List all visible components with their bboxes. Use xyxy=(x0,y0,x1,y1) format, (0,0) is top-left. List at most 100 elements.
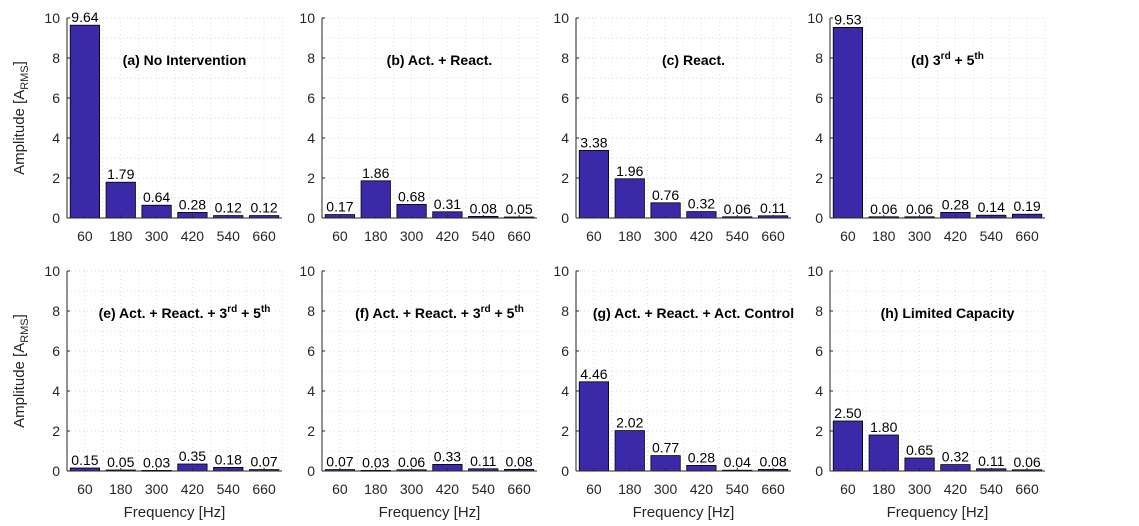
bar-180 xyxy=(614,178,645,219)
y-tick-label: 10 xyxy=(807,263,823,279)
x-tick-label: 180 xyxy=(109,228,133,244)
y-label-text: Amplitude [A xyxy=(11,90,28,175)
subplot-f: 0.07 0.03 0.06 0.33 0.11 0.08 0 2 4 6 8 10 60 180 300 4… xyxy=(299,263,538,521)
y-tick-label: 10 xyxy=(299,10,315,26)
data-label: 3.38 xyxy=(580,134,607,150)
data-label: 0.03 xyxy=(362,454,389,470)
data-label: 0.35 xyxy=(179,448,206,464)
y-tick-label: 0 xyxy=(307,210,315,226)
x-tick-label: 300 xyxy=(400,481,424,497)
y-tick-label: 4 xyxy=(815,383,823,399)
data-label: 1.96 xyxy=(616,163,643,179)
x-tick-label: 300 xyxy=(145,481,169,497)
data-label: 0.17 xyxy=(326,199,353,215)
y-tick-label: 10 xyxy=(553,10,569,26)
y-tick-label: 8 xyxy=(52,50,60,66)
x-tick-label: 60 xyxy=(840,228,856,244)
y-tick-label: 6 xyxy=(561,90,569,106)
data-label: 0.64 xyxy=(143,189,170,205)
x-tick-label: 420 xyxy=(944,228,968,244)
bar-180 xyxy=(614,430,645,472)
data-label: 0.68 xyxy=(398,188,425,204)
x-tick-label: 420 xyxy=(436,481,460,497)
y-tick-label: 0 xyxy=(52,463,60,479)
title-superscript: rd xyxy=(941,51,951,62)
bar-60 xyxy=(69,24,101,219)
subplot-title: (a) No Intervention xyxy=(123,52,247,68)
y-tick-label: 0 xyxy=(561,210,569,226)
data-label: 2.02 xyxy=(616,415,643,431)
y-tick-label: 2 xyxy=(561,423,569,439)
x-tick-label: 60 xyxy=(840,481,856,497)
subplot-title: (f) Act. + React. + 3rd + 5th xyxy=(355,304,524,321)
y-tick-label: 2 xyxy=(52,423,60,439)
data-label: 0.06 xyxy=(724,201,751,217)
y-label-subscript: RMS xyxy=(19,65,31,89)
data-label: 0.06 xyxy=(906,201,933,217)
data-label: 0.08 xyxy=(759,453,786,469)
title-superscript: th xyxy=(514,304,523,315)
data-label: 0.06 xyxy=(870,201,897,217)
x-axis-label: Frequency [Hz] xyxy=(633,504,735,521)
y-tick-label: 2 xyxy=(307,423,315,439)
y-axis-label: Amplitude [ARMS] xyxy=(11,314,31,428)
data-label: 1.79 xyxy=(107,166,134,182)
x-tick-label: 300 xyxy=(400,228,424,244)
y-tick-label: 4 xyxy=(561,130,569,146)
x-tick-label: 180 xyxy=(872,481,896,497)
bar-180 xyxy=(360,180,391,219)
data-label: 0.07 xyxy=(250,454,277,470)
data-label: 0.12 xyxy=(250,200,277,216)
subplot-title: (b) Act. + React. xyxy=(387,52,493,68)
x-tick-label: 300 xyxy=(654,228,678,244)
x-tick-label: 60 xyxy=(77,481,93,497)
x-tick-label: 60 xyxy=(586,228,602,244)
data-label: 1.86 xyxy=(362,165,389,181)
data-label: 9.53 xyxy=(834,11,861,27)
data-label: 0.18 xyxy=(215,451,242,467)
title-text-part: + 5 xyxy=(237,305,261,321)
title-text: (h) Limited Capacity xyxy=(881,305,1015,321)
y-label-subscript: RMS xyxy=(19,318,31,342)
data-label: 1.80 xyxy=(870,419,897,435)
x-tick-label: 660 xyxy=(1015,228,1039,244)
subplot-c: 3.38 1.96 0.76 0.32 0.06 0.11 0 2 4 6 8 10 60 180 300 4… xyxy=(553,10,792,244)
bar-180 xyxy=(868,434,899,472)
title-superscript: rd xyxy=(227,304,237,315)
data-label: 0.12 xyxy=(215,200,242,216)
data-label: 0.06 xyxy=(1013,454,1040,470)
y-tick-label: 10 xyxy=(44,263,60,279)
bar-60 xyxy=(578,381,610,472)
x-tick-label: 660 xyxy=(507,228,531,244)
x-tick-label: 420 xyxy=(944,481,968,497)
title-superscript: th xyxy=(974,51,983,62)
subplot-h: 2.50 1.80 0.65 0.32 0.11 0.06 0 2 4 6 8 10 60 180 300 4… xyxy=(807,263,1046,521)
y-tick-label: 10 xyxy=(299,263,315,279)
x-tick-label: 180 xyxy=(618,228,642,244)
y-tick-label: 6 xyxy=(561,343,569,359)
y-tick-label: 6 xyxy=(52,343,60,359)
y-tick-label: 8 xyxy=(52,303,60,319)
subplot-a: 9.64 1.79 0.64 0.28 0.12 0.12 0 2 4 6 8 10 60 180 300 4… xyxy=(11,9,283,244)
subplot-title: (h) Limited Capacity xyxy=(881,305,1015,321)
x-tick-label: 420 xyxy=(181,481,205,497)
x-tick-label: 300 xyxy=(908,481,932,497)
x-tick-label: 660 xyxy=(761,228,785,244)
data-label: 0.03 xyxy=(143,454,170,470)
title-text-part: + 5 xyxy=(491,305,515,321)
title-text-part: + 5 xyxy=(951,52,975,68)
x-axis-label: Frequency [Hz] xyxy=(887,504,989,521)
subplot-title: (d) 3rd + 5th xyxy=(911,51,984,68)
x-tick-label: 540 xyxy=(217,481,241,497)
title-text: (d) 3 xyxy=(911,52,941,68)
y-tick-label: 8 xyxy=(307,50,315,66)
y-tick-label: 2 xyxy=(815,423,823,439)
y-tick-label: 6 xyxy=(815,90,823,106)
subplot-g: 4.46 2.02 0.77 0.28 0.04 0.08 0 2 4 6 8 10 60 180 300 4… xyxy=(553,263,794,521)
x-tick-label: 60 xyxy=(332,228,348,244)
x-tick-label: 180 xyxy=(364,228,388,244)
data-label: 0.31 xyxy=(434,196,461,212)
y-tick-label: 2 xyxy=(561,170,569,186)
y-tick-label: 4 xyxy=(307,383,315,399)
x-tick-label: 420 xyxy=(690,481,714,497)
